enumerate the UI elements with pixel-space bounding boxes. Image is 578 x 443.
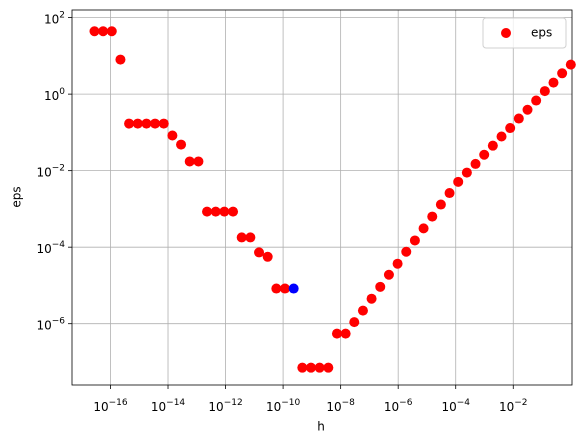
x-tick-label: 10−10 [266, 398, 301, 414]
x-tick-label: 10−12 [208, 398, 242, 414]
data-point [141, 118, 152, 129]
data-point [323, 362, 334, 373]
data-point [202, 206, 213, 217]
data-point [505, 123, 516, 134]
data-point [115, 54, 126, 65]
data-point [340, 328, 351, 339]
data-point [357, 305, 368, 316]
plot-frame [71, 9, 573, 386]
data-point [167, 130, 178, 141]
x-tick-label: 10−14 [151, 398, 186, 414]
data-point [522, 104, 533, 115]
data-point [271, 283, 282, 294]
x-tick-label: 10−6 [384, 398, 413, 414]
data-point [219, 206, 230, 217]
legend-box [482, 17, 567, 49]
data-point [158, 118, 169, 129]
data-point [409, 235, 420, 246]
data-point [176, 139, 187, 150]
data-point [401, 246, 412, 257]
data-point [262, 251, 273, 262]
data-point [124, 118, 135, 129]
data-point [531, 95, 542, 106]
data-point [487, 140, 498, 151]
data-point [479, 149, 490, 160]
data-point [435, 199, 446, 210]
data-point [132, 118, 143, 129]
data-point [279, 283, 290, 294]
data-point [305, 362, 316, 373]
data-point [513, 113, 524, 124]
data-point [392, 258, 403, 269]
data-point [314, 362, 325, 373]
data-point [288, 283, 299, 294]
legend-label: eps [531, 26, 552, 40]
data-point [89, 26, 100, 37]
data-point [557, 68, 568, 79]
data-point [461, 167, 472, 178]
data-point [444, 188, 455, 199]
y-tick-label: 102 [44, 10, 65, 26]
x-tick-label: 10−8 [326, 398, 355, 414]
data-point [366, 293, 377, 304]
data-point [453, 176, 464, 187]
data-point [254, 247, 265, 258]
data-point [150, 118, 161, 129]
y-tick-label: 100 [44, 87, 65, 103]
data-point [98, 26, 109, 37]
data-point [297, 362, 308, 373]
data-point [470, 158, 481, 169]
y-tick-label: 10−4 [36, 240, 65, 256]
legend-marker [501, 28, 511, 38]
data-point [349, 317, 360, 328]
data-point [383, 269, 394, 280]
data-point [539, 86, 550, 97]
x-axis-label: h [317, 420, 325, 434]
data-point [193, 156, 204, 167]
data-point [236, 232, 247, 243]
data-point [106, 26, 117, 37]
data-point [245, 232, 256, 243]
data-point [210, 206, 221, 217]
data-point [548, 77, 559, 88]
data-point [418, 223, 429, 234]
y-tick-label: 10−2 [36, 163, 65, 179]
data-point [427, 211, 438, 222]
y-tick-label: 10−6 [36, 316, 65, 332]
data-point [331, 328, 342, 339]
data-point [375, 281, 386, 292]
x-tick-label: 10−4 [441, 398, 470, 414]
data-point [565, 59, 576, 70]
y-axis-label: eps [10, 186, 24, 207]
x-tick-label: 10−16 [93, 398, 128, 414]
data-point [228, 206, 239, 217]
data-point [496, 131, 507, 142]
data-point [184, 156, 195, 167]
x-tick-label: 10−2 [499, 398, 528, 414]
